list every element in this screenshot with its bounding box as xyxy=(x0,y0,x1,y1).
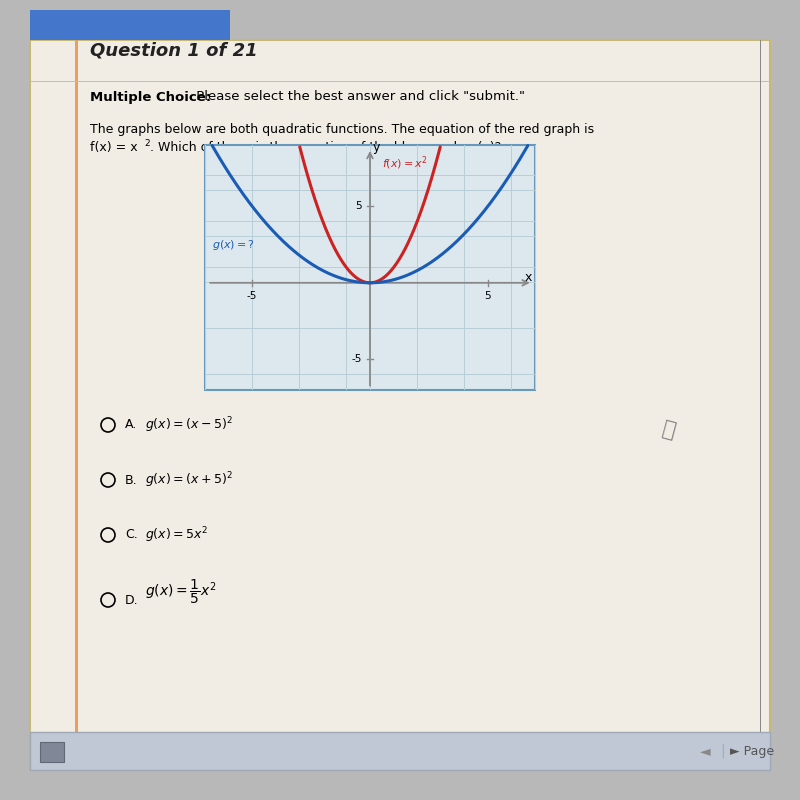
Text: ► Page: ► Page xyxy=(730,745,774,758)
Text: f(x) = x: f(x) = x xyxy=(90,142,138,154)
Text: The graphs below are both quadratic functions. The equation of the red graph is: The graphs below are both quadratic func… xyxy=(90,123,594,137)
Text: Multiple Choice:: Multiple Choice: xyxy=(90,90,211,103)
Text: 5: 5 xyxy=(485,291,491,301)
Bar xyxy=(30,732,770,770)
Bar xyxy=(30,10,230,40)
Text: 5: 5 xyxy=(355,202,362,211)
Text: $f(x) = x^2$: $f(x) = x^2$ xyxy=(382,154,428,172)
Text: |: | xyxy=(720,744,725,758)
Text: Please select the best answer and click "submit.": Please select the best answer and click … xyxy=(192,90,525,103)
Bar xyxy=(760,40,761,770)
Text: 2: 2 xyxy=(144,139,150,149)
Text: $g(x) = (x + 5)^2$: $g(x) = (x + 5)^2$ xyxy=(145,470,233,490)
Bar xyxy=(75,40,78,770)
Text: Question 1 of 21: Question 1 of 21 xyxy=(90,41,258,59)
Text: $g(x) = 5x^2$: $g(x) = 5x^2$ xyxy=(145,525,208,545)
Text: D.: D. xyxy=(125,594,138,606)
Bar xyxy=(40,742,64,762)
Text: C.: C. xyxy=(125,529,138,542)
Bar xyxy=(30,81,770,82)
Text: $g(x) = ?$: $g(x) = ?$ xyxy=(212,238,255,251)
Text: B.: B. xyxy=(125,474,138,486)
Text: y: y xyxy=(372,141,380,154)
Text: -5: -5 xyxy=(352,354,362,364)
Text: A.: A. xyxy=(125,418,138,431)
Text: $g(x) = (x - 5)^2$: $g(x) = (x - 5)^2$ xyxy=(145,415,233,435)
Text: x: x xyxy=(525,271,532,284)
Text: ⮦: ⮦ xyxy=(660,418,678,442)
Text: $g\left(x\right) = \dfrac{1}{5}x^2$: $g\left(x\right) = \dfrac{1}{5}x^2$ xyxy=(145,578,217,606)
Text: . Which of these is the equation of the blue graph, g(x)?: . Which of these is the equation of the … xyxy=(150,142,502,154)
Text: ◄: ◄ xyxy=(700,744,710,758)
Bar xyxy=(205,145,535,390)
Text: -5: -5 xyxy=(247,291,258,301)
